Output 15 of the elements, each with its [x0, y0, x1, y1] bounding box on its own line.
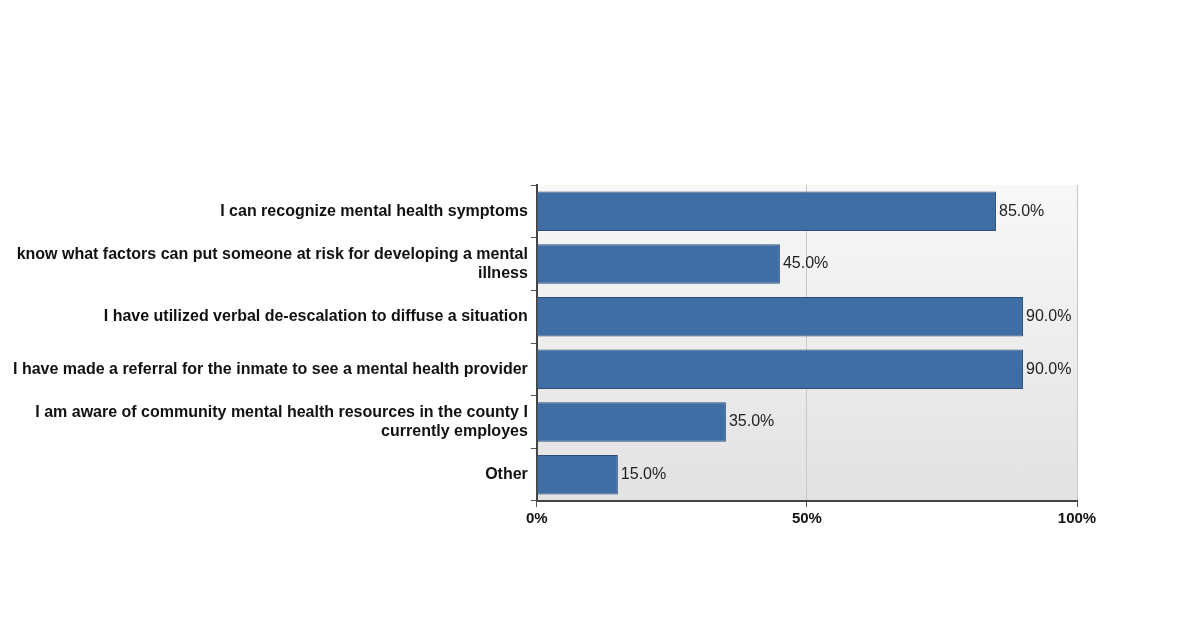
- data-label: 90.0%: [1025, 359, 1072, 377]
- data-label: 85.0%: [998, 201, 1045, 219]
- data-label: 90.0%: [1025, 307, 1072, 325]
- y-tick-label: I have made a referral for the inmate to see a mental health provider: [13, 359, 528, 377]
- x-tick-label: 100%: [1057, 509, 1097, 527]
- y-tick-label: I can recognize mental health symptoms: [220, 201, 528, 219]
- x-tick-label: 0%: [526, 509, 548, 527]
- data-label: 35.0%: [728, 412, 775, 430]
- data-label: 15.0%: [620, 465, 667, 483]
- y-tick-label: know what factors can put someone at risk for developing a mental illness: [16, 244, 528, 282]
- y-tick-label: Other: [485, 465, 528, 483]
- data-label: 45.0%: [782, 254, 829, 272]
- x-tick-label: 50%: [791, 509, 822, 527]
- y-tick-label: I am aware of community mental health resources in the county I currently employes: [35, 402, 528, 440]
- y-tick-label: I have utilized verbal de-escalation to diffuse a situation: [103, 307, 528, 325]
